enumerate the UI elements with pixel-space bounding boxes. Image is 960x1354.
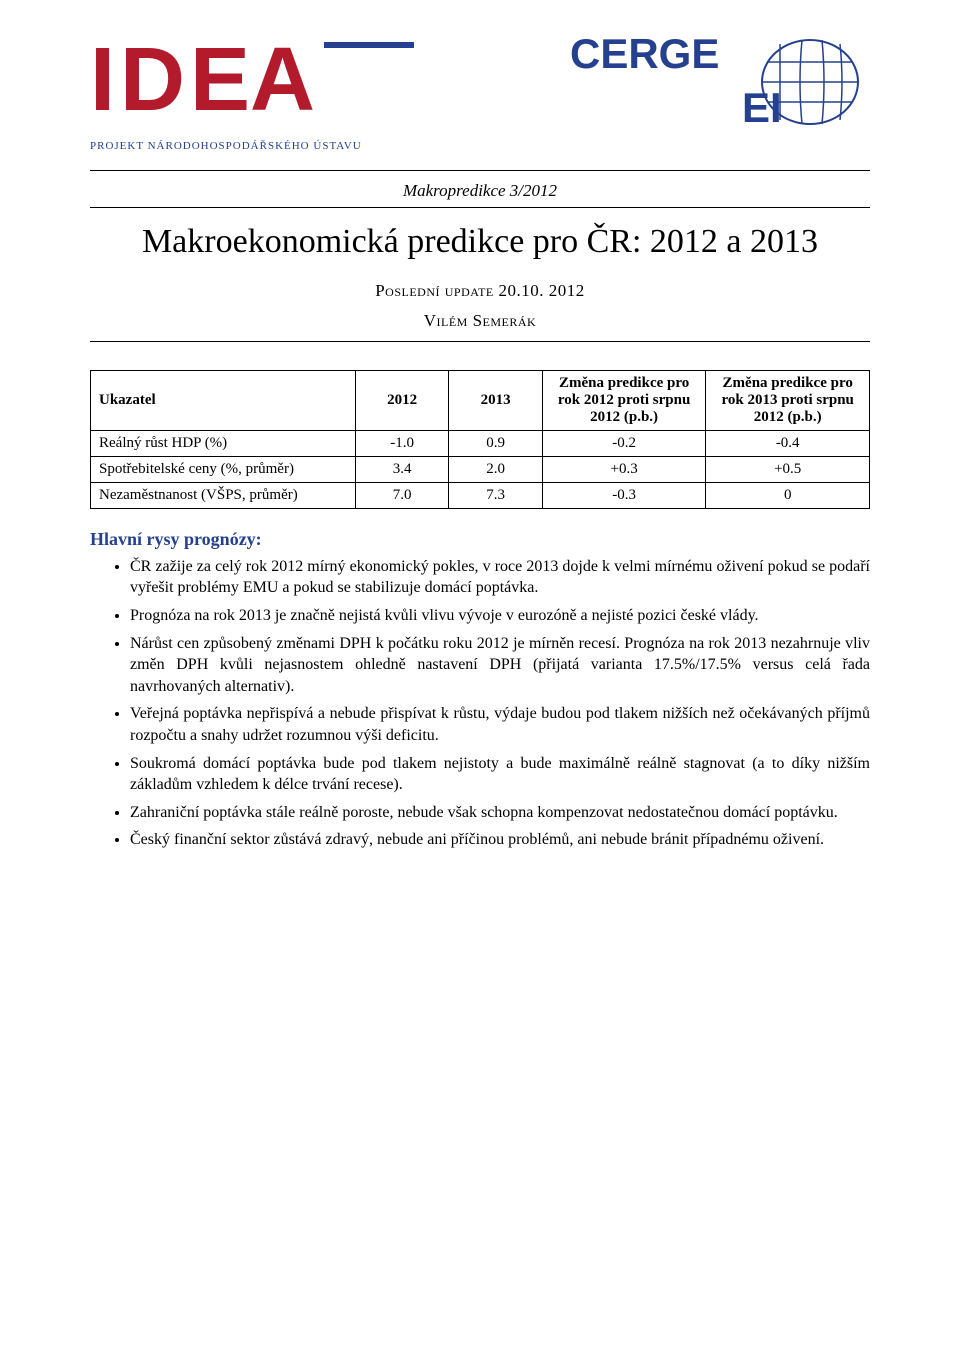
table-column-header: 2013 [449, 370, 542, 430]
indicators-table: Ukazatel20122013Změna predikce pro rok 2… [90, 370, 870, 509]
idea-logo-icon: I D E A [90, 30, 430, 150]
table-cell: -0.2 [542, 430, 706, 456]
list-item: Český finanční sektor zůstává zdravý, ne… [130, 829, 870, 851]
table-row: Reálný růst HDP (%)-1.00.9-0.2-0.4 [91, 430, 870, 456]
table-row-label: Reálný růst HDP (%) [91, 430, 356, 456]
table-column-header: 2012 [355, 370, 448, 430]
svg-text:EI: EI [742, 84, 782, 131]
table-cell: 0.9 [449, 430, 542, 456]
table-cell: +0.5 [706, 456, 870, 482]
svg-text:D: D [120, 30, 182, 130]
table-row: Spotřebitelské ceny (%, průměr)3.42.0+0.… [91, 456, 870, 482]
section-heading: Hlavní rysy prognózy: [90, 529, 870, 550]
list-item: Prognóza na rok 2013 je značně nejistá k… [130, 605, 870, 627]
pre-title: Makropredikce 3/2012 [90, 181, 870, 201]
list-item: Nárůst cen způsobený změnami DPH k počát… [130, 633, 870, 698]
cerge-ei-logo-icon: CERGE EI [570, 30, 870, 150]
list-item: Veřejná poptávka nepřispívá a nebude při… [130, 703, 870, 746]
table-column-header: Ukazatel [91, 370, 356, 430]
table-cell: 7.3 [449, 482, 542, 508]
table-row: Nezaměstnanost (VŠPS, průměr)7.07.3-0.30 [91, 482, 870, 508]
svg-text:A: A [250, 30, 313, 130]
author-name: Vilém Semerák [90, 311, 870, 331]
table-cell: 7.0 [355, 482, 448, 508]
table-column-header: Změna predikce pro rok 2013 proti srpnu … [706, 370, 870, 430]
list-item: Soukromá domácí poptávka bude pod tlakem… [130, 753, 870, 796]
table-cell: 3.4 [355, 456, 448, 482]
table-cell: -1.0 [355, 430, 448, 456]
table-cell: 0 [706, 482, 870, 508]
table-row-label: Nezaměstnanost (VŠPS, průměr) [91, 482, 356, 508]
logo-area: I D E A CERGE EI PROJEKT NÁRODOHOSPODÁŘS… [90, 30, 870, 160]
table-cell: -0.4 [706, 430, 870, 456]
table-cell: +0.3 [542, 456, 706, 482]
table-row-label: Spotřebitelské ceny (%, průměr) [91, 456, 356, 482]
table-cell: 2.0 [449, 456, 542, 482]
document-page: I D E A CERGE EI PROJEKT NÁRODOHOSPODÁŘS… [0, 0, 960, 897]
bullet-list: ČR zažije za celý rok 2012 mírný ekonomi… [90, 556, 870, 851]
svg-text:E: E [190, 30, 247, 130]
list-item: ČR zažije za celý rok 2012 mírný ekonomi… [130, 556, 870, 599]
page-title: Makroekonomická predikce pro ČR: 2012 a … [90, 222, 870, 263]
table-cell: -0.3 [542, 482, 706, 508]
table-column-header: Změna predikce pro rok 2012 proti srpnu … [542, 370, 706, 430]
divider-mid [90, 207, 870, 208]
svg-text:CERGE: CERGE [570, 30, 719, 77]
divider-bottom [90, 341, 870, 342]
project-subtitle: PROJEKT NÁRODOHOSPODÁŘSKÉHO ÚSTAVU [90, 140, 362, 152]
list-item: Zahraniční poptávka stále reálně poroste… [130, 802, 870, 824]
divider-top [90, 170, 870, 171]
update-line: Poslední update 20.10. 2012 [90, 281, 870, 301]
svg-text:I: I [90, 30, 111, 130]
table-header-row: Ukazatel20122013Změna predikce pro rok 2… [91, 370, 870, 430]
